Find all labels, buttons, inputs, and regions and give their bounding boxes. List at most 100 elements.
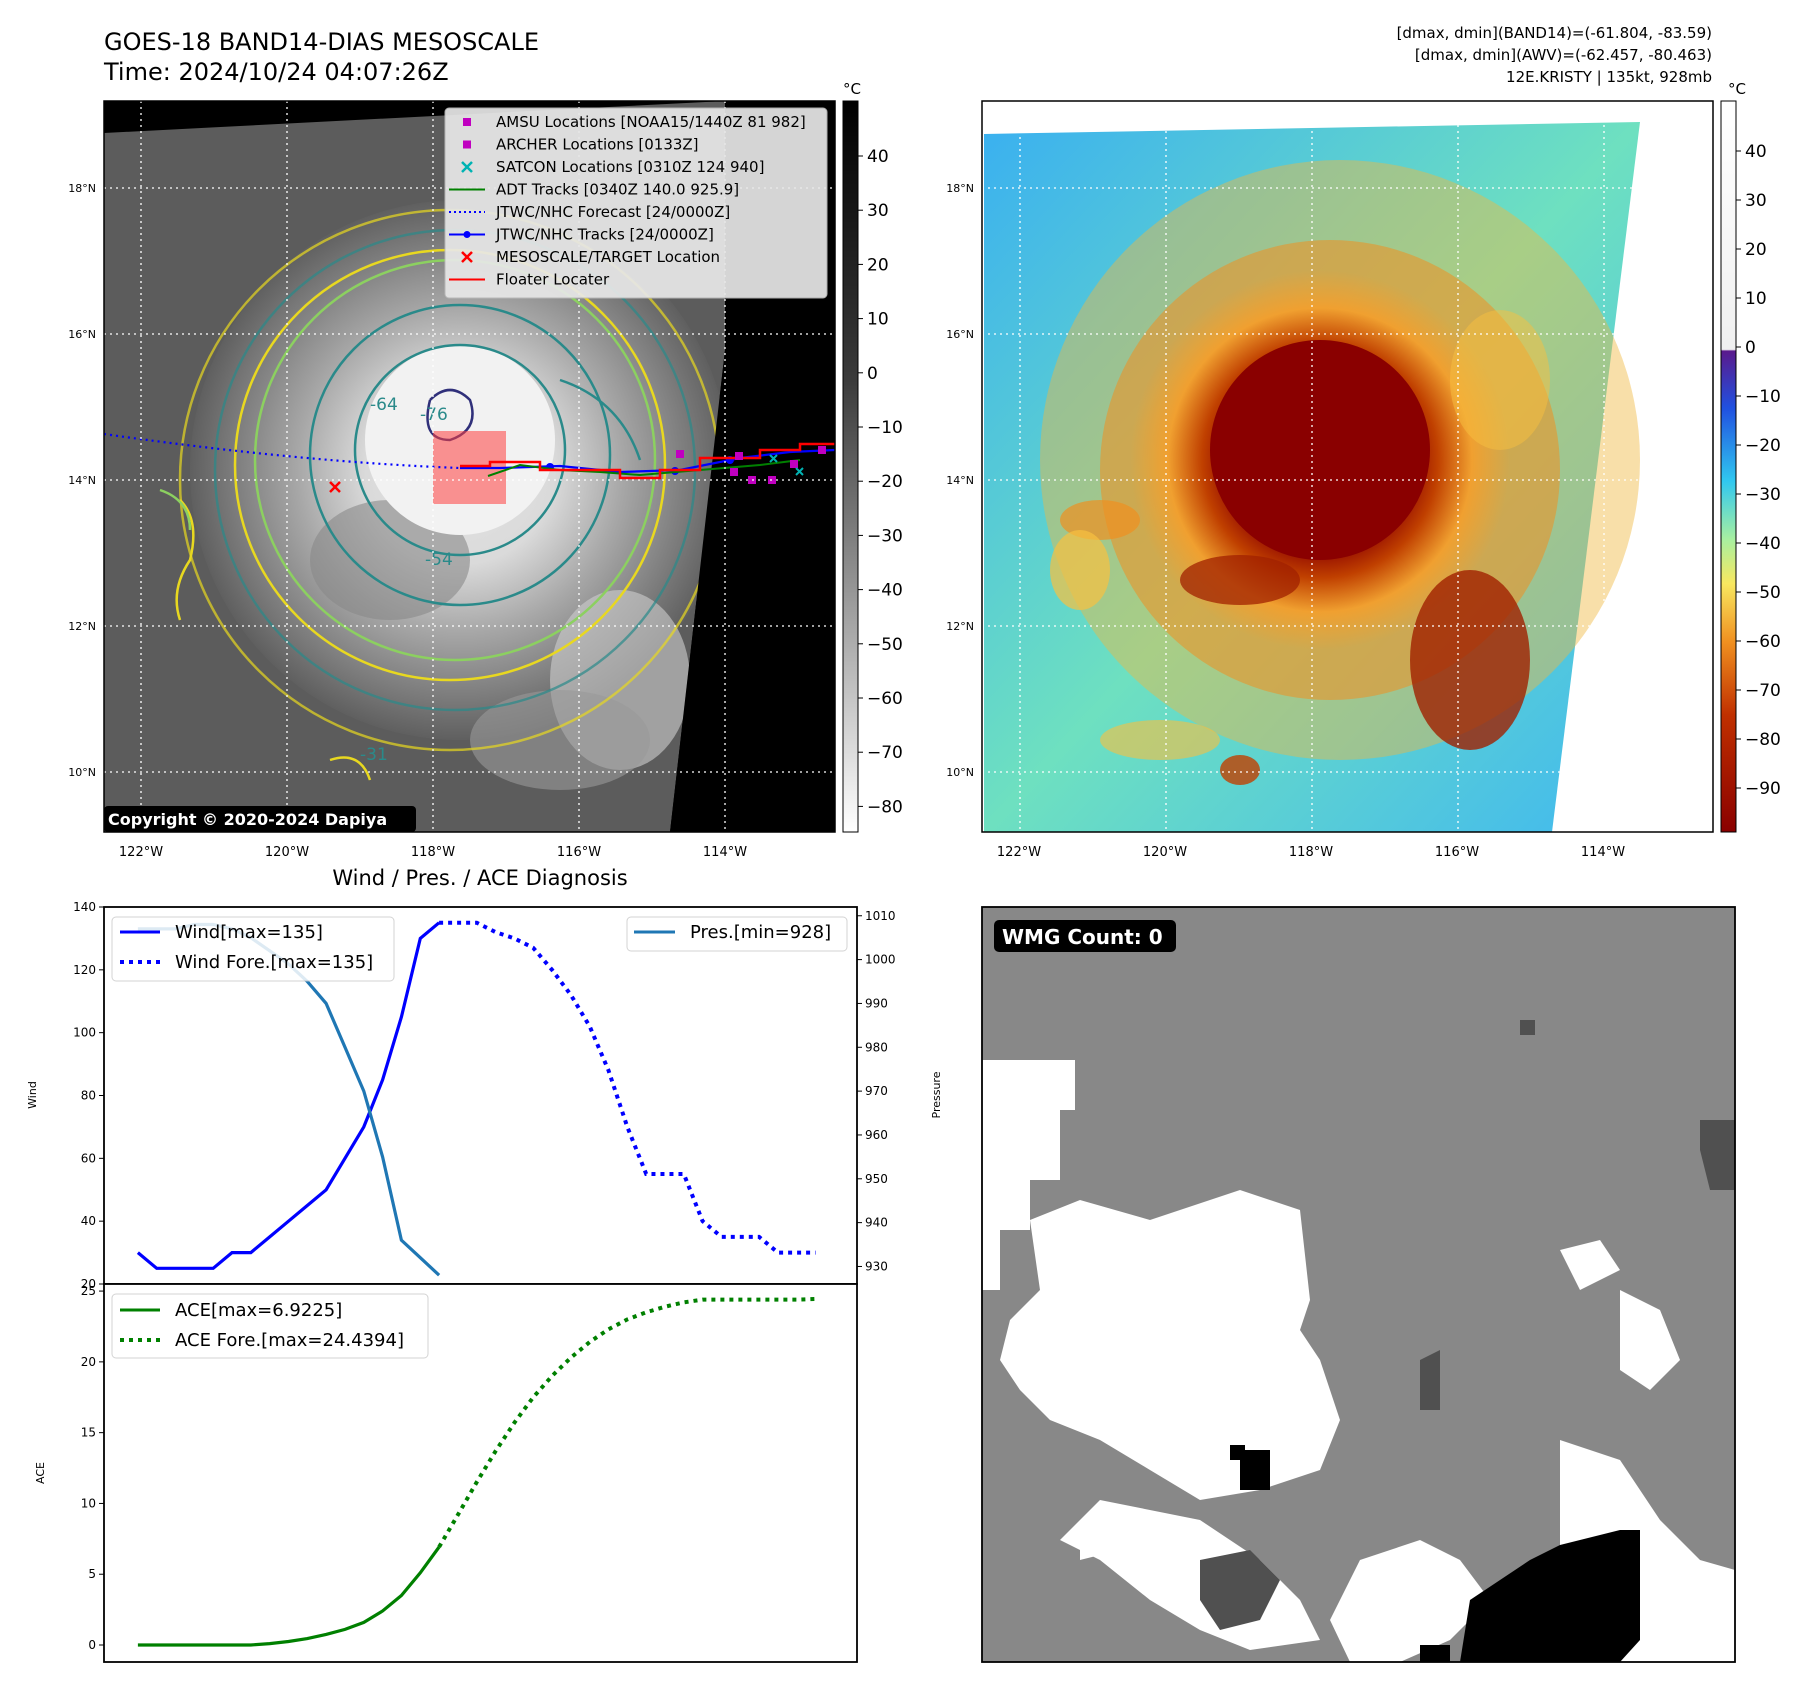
awv-colorbar-ticks: 40 30 20 10 0 −10 −20 −30 −40 −50 −60 −70 −80 −90 xyxy=(1736,142,1781,799)
wmg-region xyxy=(1080,1520,1120,1560)
awv-colorbar-unit: °C xyxy=(1728,80,1746,98)
wmg-region xyxy=(1240,1450,1270,1490)
wind-tick-label: 140 xyxy=(73,900,96,914)
wind-tick-label: 100 xyxy=(73,1026,96,1040)
colorbar-tick-label: 0 xyxy=(867,364,878,384)
awv-map-panel xyxy=(981,100,1714,833)
colorbar-tick-label: −50 xyxy=(867,635,903,655)
colorbar-tick-label: −20 xyxy=(867,472,903,492)
lat-tick-label: 16°N xyxy=(68,328,96,341)
colorbar-tick-label: 30 xyxy=(867,201,889,221)
pressure-tick-label: 980 xyxy=(865,1040,888,1054)
colorbar-tick-label: −10 xyxy=(1745,387,1781,407)
wmg-region xyxy=(982,1060,1075,1290)
legend-pressure-label: Pres.[min=928] xyxy=(690,922,831,943)
svg-text:-64: -64 xyxy=(370,395,398,415)
pressure-tick-label: 930 xyxy=(865,1259,888,1273)
legend-marker-dot xyxy=(463,231,471,238)
ace-tick-label: 5 xyxy=(88,1567,96,1581)
legend-entry-label: JTWC/NHC Tracks [24/0000Z] xyxy=(495,226,714,244)
lat-tick-label: 10°N xyxy=(68,766,96,779)
wmg-region xyxy=(1700,1120,1735,1190)
ir-colorbar-ticks: 40 30 20 10 0 −10 −20 −30 −40 −50 −60 −70 −80 xyxy=(858,147,903,817)
lon-tick-label: 114°W xyxy=(703,845,747,860)
colorbar-tick-label: 10 xyxy=(867,310,889,330)
info-band14: [dmax, dmin](BAND14)=(-61.804, -83.59) xyxy=(1397,24,1712,42)
lon-tick-label: 122°W xyxy=(997,845,1041,860)
colorbar-tick-label: −70 xyxy=(867,743,903,763)
colorbar-tick-label: −20 xyxy=(1745,436,1781,456)
ace-legend: ACE[max=6.9225] ACE Fore.[max=24.4394] xyxy=(111,1293,429,1359)
ir-colorbar xyxy=(842,100,859,833)
awv-gridlines xyxy=(982,101,1713,832)
lat-tick-label: 16°N xyxy=(946,328,974,341)
colorbar-tick-label: −40 xyxy=(1745,534,1781,554)
wmg-shapes xyxy=(982,1020,1735,1662)
series-line xyxy=(437,1297,816,1549)
colorbar-tick-label: 40 xyxy=(1745,142,1767,162)
lat-tick-label: 18°N xyxy=(946,182,974,195)
ir-legend-entries: AMSU Locations [NOAA15/1440Z 81 982] ARCH… xyxy=(449,113,806,289)
pressure-tick-label: 970 xyxy=(865,1084,888,1098)
awv-map-frame xyxy=(981,100,1714,833)
lon-tick-label: 116°W xyxy=(1435,845,1479,860)
wind-tick-label: 40 xyxy=(81,1214,96,1228)
lon-tick-label: 120°W xyxy=(1143,845,1187,860)
wmg-region xyxy=(1520,1020,1535,1035)
info-awv: [dmax, dmin](AWV)=(-62.457, -80.463) xyxy=(1415,46,1712,64)
colorbar-tick-label: 20 xyxy=(1745,240,1767,260)
wmg-region xyxy=(1620,1290,1680,1390)
ace-tick-label: 20 xyxy=(81,1355,96,1369)
wmg-region xyxy=(1460,1530,1640,1662)
colorbar-tick-label: 10 xyxy=(1745,289,1767,309)
wmg-region xyxy=(1420,1350,1440,1410)
colorbar-tick-label: −60 xyxy=(867,689,903,709)
lon-tick-label: 122°W xyxy=(119,845,163,860)
legend-entry: ADT Tracks [0340Z 140.0 925.9] xyxy=(449,181,739,199)
lat-tick-label: 12°N xyxy=(946,620,974,633)
pressure-tick-label: 990 xyxy=(865,996,888,1010)
ir-map-ticks: 122°W 120°W 118°W 116°W 114°W 18°N 16°N 14°N 12°… xyxy=(68,182,747,860)
ace-tick-label: 10 xyxy=(81,1496,96,1510)
awv-imagery xyxy=(984,122,1640,832)
wmg-region xyxy=(1330,1540,1490,1662)
awv-map-ticks: 122°W 120°W 118°W 116°W 114°W 18°N 16°N 14°N 12°… xyxy=(946,182,1625,860)
legend-entry-label: JTWC/NHC Forecast [24/0000Z] xyxy=(495,203,730,221)
wind-tick-label: 120 xyxy=(73,963,96,977)
colorbar-tick-label: 20 xyxy=(867,255,889,275)
satcon-markers xyxy=(769,454,804,476)
colorbar-tick-label: −50 xyxy=(1745,583,1781,603)
mesoscale-target-marker xyxy=(329,481,341,493)
legend-entry-label: ADT Tracks [0340Z 140.0 925.9] xyxy=(496,181,739,199)
legend-ace-fore-label: ACE Fore.[max=24.4394] xyxy=(175,1330,404,1351)
wind-tick-label: 80 xyxy=(81,1089,96,1103)
legend-marker-x xyxy=(461,251,473,263)
legend-entry-label: SATCON Locations [0310Z 124 940] xyxy=(496,158,764,176)
figure-time: Time: 2024/10/24 04:07:26Z xyxy=(103,58,449,86)
pressure-tick-label: 1000 xyxy=(865,953,896,967)
wind-tick-label: 20 xyxy=(81,1277,96,1291)
series-line xyxy=(137,1546,441,1647)
pressure-tick-label: 960 xyxy=(865,1128,888,1142)
pressure-tick-label: 950 xyxy=(865,1172,888,1186)
pressure-tick-label: 940 xyxy=(865,1216,888,1230)
lon-tick-label: 118°W xyxy=(1289,845,1333,860)
copyright-box xyxy=(104,806,416,832)
chart-title: Wind / Pres. / ACE Diagnosis xyxy=(332,866,627,890)
colorbar-tick-label: −80 xyxy=(867,797,903,817)
legend-entry: ARCHER Locations [0133Z] xyxy=(463,136,699,154)
svg-text:-54: -54 xyxy=(425,550,453,570)
legend-entry-label: AMSU Locations [NOAA15/1440Z 81 982] xyxy=(496,113,806,131)
svg-text:-31: -31 xyxy=(360,745,388,765)
ace-plot: 0 5 10 15 20 25 xyxy=(81,1284,816,1652)
colorbar-tick-label: −70 xyxy=(1745,681,1781,701)
ace-tick-label: 15 xyxy=(81,1426,96,1440)
ace-tick-label: 25 xyxy=(81,1284,96,1298)
legend-entry: SATCON Locations [0310Z 124 940] xyxy=(461,158,764,176)
wmg-region xyxy=(1000,1190,1340,1500)
series-line xyxy=(439,920,816,1255)
legend-wind-fore-label: Wind Fore.[max=135] xyxy=(175,952,373,973)
wmg-region xyxy=(1420,1645,1450,1662)
wmg-frame xyxy=(981,906,1736,1663)
